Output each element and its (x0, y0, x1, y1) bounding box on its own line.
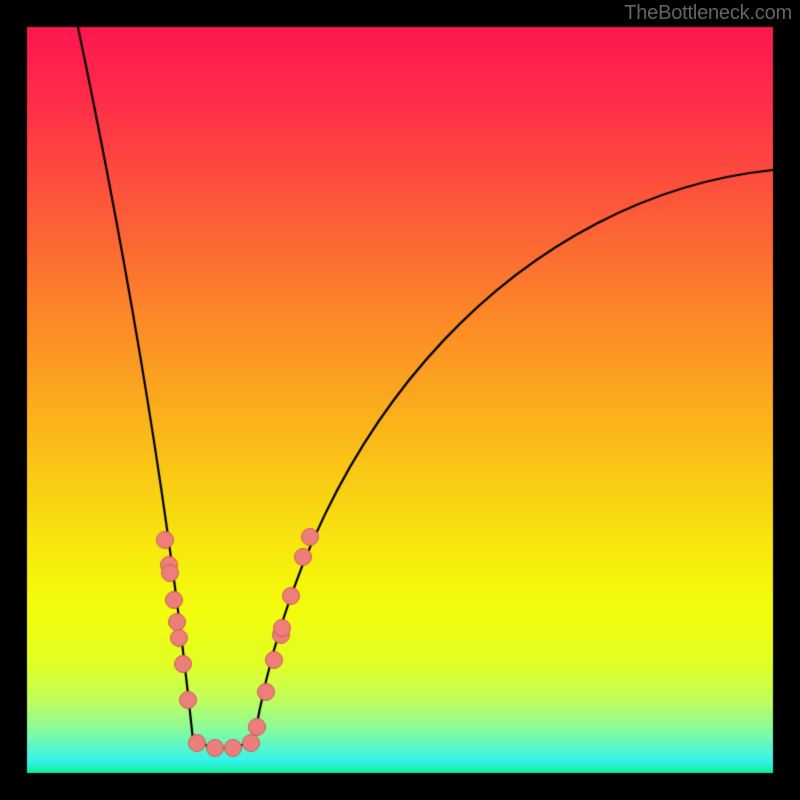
bottleneck-chart (0, 0, 800, 800)
watermark-text: TheBottleneck.com (624, 2, 792, 25)
chart-container: TheBottleneck.com (0, 0, 800, 800)
